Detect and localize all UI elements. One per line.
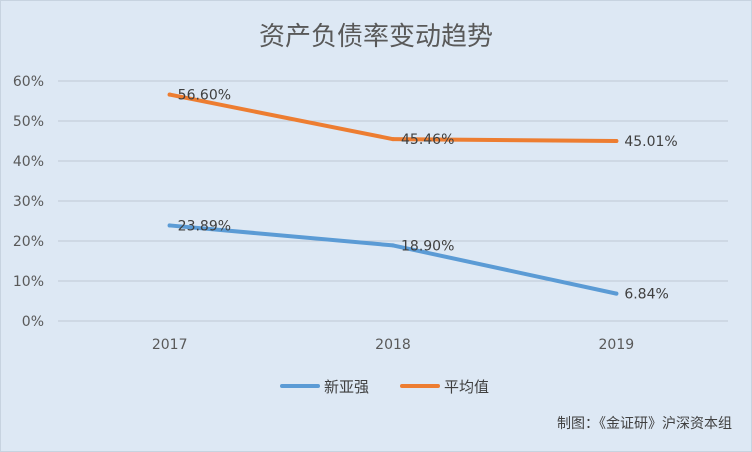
data-label: 6.84%: [624, 287, 668, 303]
y-tick-label: 60%: [13, 74, 44, 90]
data-labels: 23.89% 18.90% 6.84% 56.60% 45.46% 45.01%: [178, 88, 678, 303]
series-lines: [167, 92, 619, 296]
chart-title: 资产负债率变动趋势: [259, 22, 493, 52]
y-tick-label: 50%: [13, 114, 44, 130]
x-tick-label: 2019: [599, 337, 635, 353]
y-axis-ticks: 0% 10% 20% 30% 40% 50% 60%: [13, 74, 44, 330]
y-tick-label: 20%: [13, 234, 44, 250]
data-label: 23.89%: [178, 218, 231, 234]
legend: 新亚强 平均值: [280, 378, 489, 396]
data-label: 18.90%: [401, 238, 454, 254]
data-label: 45.46%: [401, 132, 454, 148]
y-tick-label: 30%: [13, 194, 44, 210]
data-point: [614, 138, 619, 143]
series-line-1: [167, 223, 619, 296]
data-point: [167, 223, 172, 228]
legend-label: 新亚强: [324, 378, 369, 396]
data-point: [391, 137, 395, 142]
x-axis-ticks: 2017 2018 2019: [152, 337, 634, 353]
legend-label: 平均值: [444, 378, 489, 396]
y-tick-label: 0%: [22, 314, 44, 330]
credit-text: 制图：《金证研》沪深资本组: [557, 416, 732, 432]
series-line-2: [167, 92, 619, 143]
data-point: [167, 92, 172, 97]
data-label: 45.01%: [624, 134, 677, 150]
data-point: [614, 291, 619, 296]
x-tick-label: 2018: [375, 337, 411, 353]
x-tick-label: 2017: [152, 337, 188, 353]
data-label: 56.60%: [178, 88, 231, 104]
y-tick-label: 10%: [13, 274, 44, 290]
gridlines: [58, 80, 728, 322]
y-tick-label: 40%: [13, 154, 44, 170]
data-point: [391, 243, 395, 248]
